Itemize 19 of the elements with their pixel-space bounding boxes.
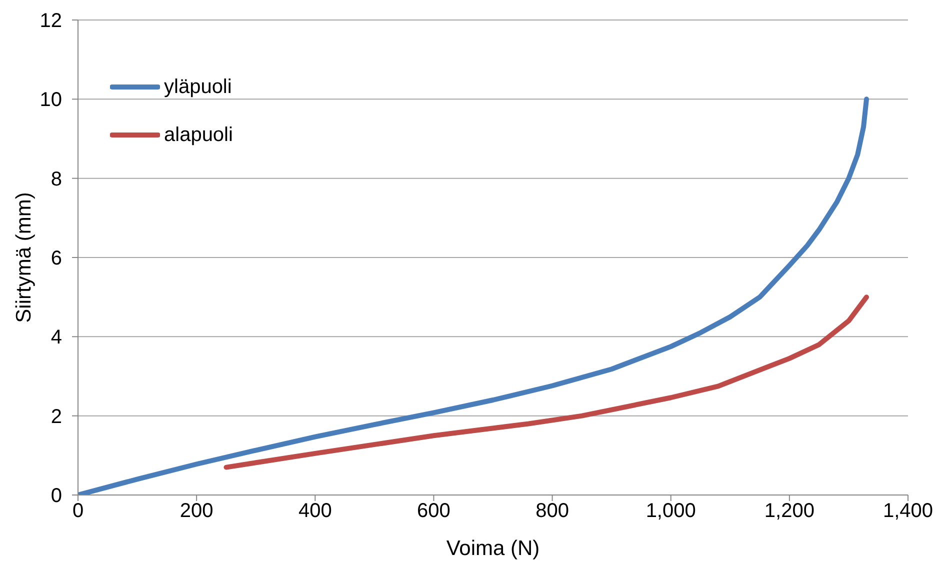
x-tick-label: 1,400 bbox=[882, 500, 934, 522]
y-tick-label: 4 bbox=[50, 326, 62, 349]
x-tick-label: 1,200 bbox=[764, 500, 814, 522]
x-tick-label: 0 bbox=[72, 500, 84, 522]
x-tick-label: 400 bbox=[298, 500, 332, 522]
y-tick-label: 2 bbox=[50, 406, 62, 428]
legend-label: yläpuoli bbox=[164, 76, 232, 98]
y-axis-title: Siirtymä (mm) bbox=[12, 192, 36, 323]
x-tick-label: 200 bbox=[180, 500, 214, 522]
y-tick-label: 0 bbox=[50, 485, 62, 507]
x-tick-label: 1,000 bbox=[646, 500, 696, 522]
y-tick-label: 8 bbox=[50, 168, 62, 190]
x-axis-title: Voima (N) bbox=[446, 537, 540, 560]
y-tick-label: 10 bbox=[40, 89, 62, 112]
y-tick-label: 6 bbox=[50, 248, 62, 270]
x-tick-label: 800 bbox=[536, 500, 569, 522]
legend-label: alapuoli bbox=[164, 124, 233, 146]
x-tick-label: 600 bbox=[417, 500, 450, 522]
y-tick-label: 12 bbox=[40, 10, 62, 32]
